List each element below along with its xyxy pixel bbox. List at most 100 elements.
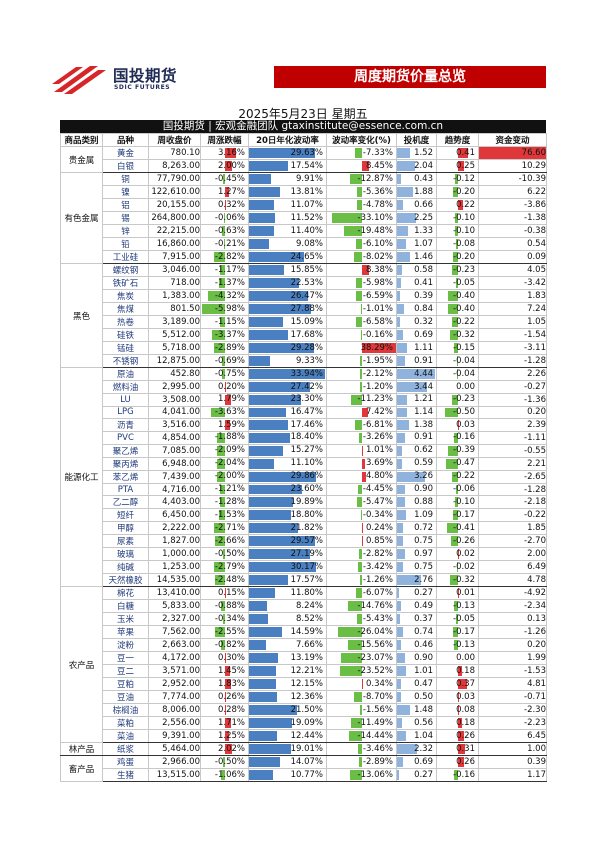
weekly-change: -0.45% — [200, 172, 249, 186]
speculation-bar — [397, 317, 400, 327]
speculation: 0.49 — [396, 599, 437, 614]
speculation: 1.04 — [396, 729, 437, 744]
speculation-bar — [397, 356, 405, 366]
trend: 0.18 — [436, 664, 479, 679]
speculation: 1.88 — [396, 185, 437, 199]
vol-change-bar — [357, 484, 362, 495]
speculation-value: 1.46 — [414, 251, 433, 262]
volatility-bar — [249, 265, 285, 275]
vol-change-bar — [351, 395, 362, 405]
trend: 0.22 — [436, 198, 479, 212]
weekly-change: 1.79% — [200, 393, 249, 407]
weekly-change: -1.06% — [200, 768, 249, 783]
trend-bar — [457, 731, 464, 742]
table-row: LU 3,508.00 1.79% 23.30% -11.23% 1.21 -0.23 -1.… — [61, 393, 547, 407]
close-price: 1,383.00 — [148, 289, 201, 303]
vol-change-value: 1.01% — [365, 445, 393, 456]
trend: 0.01 — [436, 586, 479, 601]
vol-change-bar — [356, 187, 362, 197]
weekly-change-value: 0.28% — [217, 704, 245, 715]
trend-bar — [453, 433, 458, 443]
speculation-value: 0.74 — [414, 626, 433, 637]
speculation-bar — [397, 174, 401, 184]
product-name: 不锈钢 — [102, 354, 149, 368]
weekly-change-value: 0.32% — [217, 199, 245, 210]
weekly-change-bar — [224, 200, 226, 210]
fund-flow: 0.39 — [478, 755, 547, 770]
speculation-bar — [397, 575, 421, 586]
fund-flow: 6.49 — [478, 560, 547, 575]
speculation-value: 0.27 — [414, 587, 433, 598]
trend-value: -0.20 — [453, 251, 475, 262]
speculation-value: 1.11 — [414, 342, 433, 353]
trend: -0.47 — [436, 456, 479, 471]
vol-change-value: -23.52% — [357, 665, 393, 676]
volatility-value: 29.28% — [290, 342, 323, 353]
table-row: 短纤 6,450.00 -1.53% 18.80% -0.34% 1.09 -0.17 -0.… — [61, 508, 547, 523]
speculation-value: 0.58 — [414, 264, 433, 275]
fund-flow: 6.45 — [478, 729, 547, 744]
table-row: 苹果 7,562.00 -2.55% 14.59% -26.04% 0.74 -0.17 -1… — [61, 625, 547, 640]
trend-value: -0.26 — [453, 535, 475, 546]
trend-bar — [452, 317, 458, 327]
speculation-bar — [397, 187, 414, 197]
fund-flow: -1.53 — [478, 664, 547, 679]
speculation-bar — [397, 692, 402, 703]
category-cell: 林产品 — [60, 742, 103, 757]
close-price: 801.50 — [148, 302, 201, 316]
vol-change-value: -1.26% — [362, 574, 393, 585]
close-price: 3,046.00 — [148, 263, 201, 277]
weekly-change-value: 1.25% — [217, 730, 245, 741]
speculation: 0.91 — [396, 431, 437, 445]
weekly-change-bar — [224, 679, 232, 690]
weekly-change-value: -1.53% — [214, 509, 245, 520]
volatility: 18.40% — [248, 431, 327, 445]
volatility-value: 11.80% — [290, 587, 323, 598]
weekly-change-value: -1.28% — [214, 496, 245, 507]
trend: 0.02 — [436, 547, 479, 562]
volatility-bar — [249, 291, 309, 301]
trend-bar — [453, 343, 458, 353]
vol-change-bar — [356, 278, 362, 288]
product-name: 锡 — [102, 211, 149, 225]
speculation-bar — [397, 433, 405, 443]
volatility-bar — [249, 356, 270, 366]
vol-change-bar — [356, 239, 362, 249]
product-name: 菜粕 — [102, 716, 149, 731]
weekly-change-bar — [221, 601, 225, 612]
product-name: 豆油 — [102, 690, 149, 705]
speculation: 0.50 — [396, 690, 437, 705]
volatility-value: 15.27% — [290, 445, 323, 456]
speculation-bar — [397, 601, 402, 612]
volatility-bar — [249, 200, 274, 210]
trend-value: 0.22 — [456, 199, 475, 210]
weekly-change-value: 1.59% — [217, 419, 245, 430]
trend-value: -0.23 — [453, 264, 475, 275]
volatility: 16.47% — [248, 405, 327, 420]
volatility: 21.50% — [248, 703, 327, 718]
speculation-value: 1.14 — [414, 406, 433, 417]
speculation: 0.58 — [396, 263, 437, 277]
fund-flow: 1.00 — [478, 742, 547, 757]
weekly-change-value: 1.27% — [217, 186, 245, 197]
speculation-value: 1.09 — [414, 509, 433, 520]
trend-bar — [456, 278, 458, 288]
speculation: 0.32 — [396, 315, 437, 329]
weekly-change-value: -0.50% — [214, 548, 245, 559]
product-name: 白糖 — [102, 599, 149, 614]
close-price: 4,403.00 — [148, 495, 201, 510]
speculation-value: 1.88 — [414, 186, 433, 197]
weekly-change-bar — [217, 433, 225, 443]
table-row: 焦炭 1,383.00 -4.32% 26.47% -6.59% 0.39 -0.40 1.8… — [61, 289, 547, 303]
vol-change: -7.33% — [326, 146, 397, 160]
trend-value: -0.17 — [453, 509, 475, 520]
speculation: 1.52 — [396, 146, 437, 160]
vol-change-value: -13.06% — [357, 769, 393, 780]
volatility-value: 17.68% — [290, 329, 323, 340]
fund-flow: -1.28 — [478, 354, 547, 368]
vol-change-bar — [360, 382, 362, 392]
weekly-change-value: 2.02% — [217, 743, 245, 754]
trend: -0.20 — [436, 185, 479, 199]
weekly-change: -1.17% — [200, 263, 249, 277]
weekly-change: -2.09% — [200, 443, 249, 458]
